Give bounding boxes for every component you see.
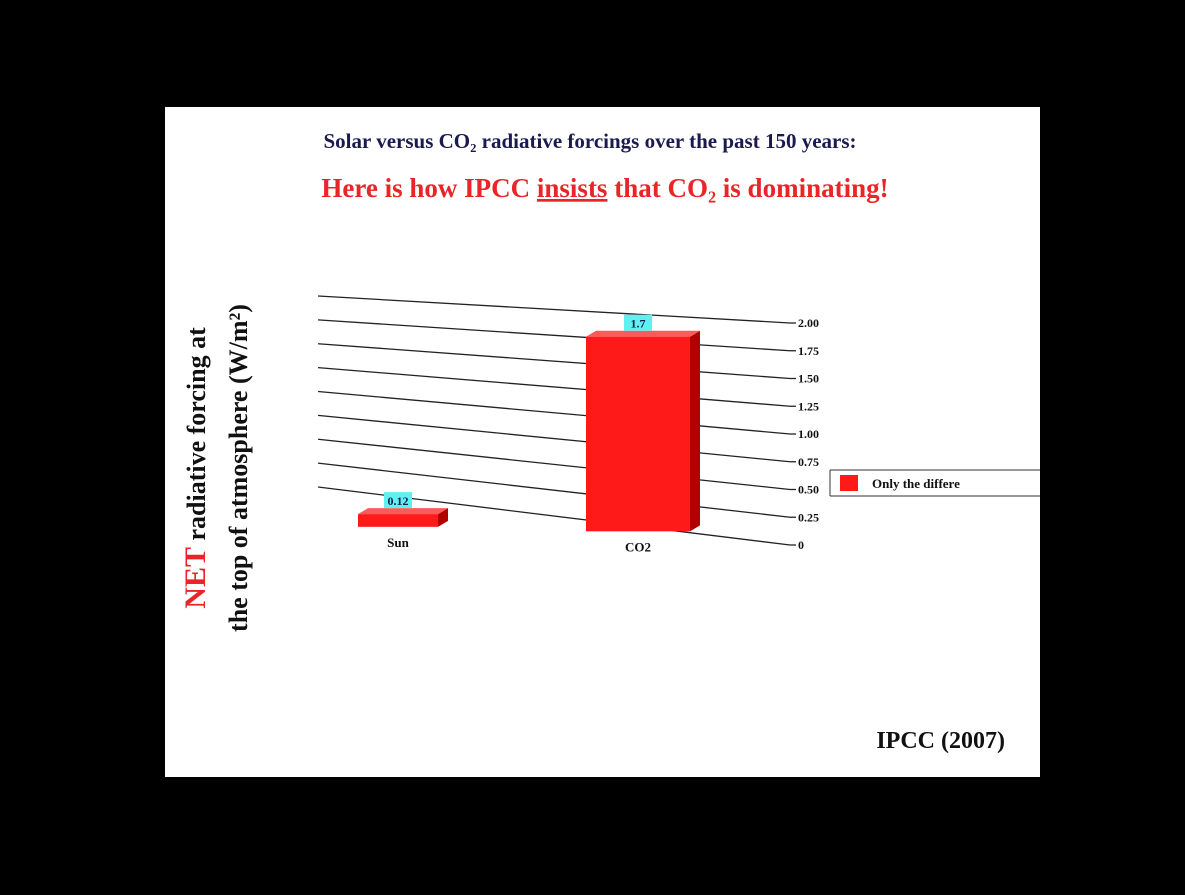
- value-label: 1.7: [631, 317, 646, 331]
- bar-side: [690, 330, 700, 532]
- grid-line: [317, 438, 791, 491]
- bar: [586, 330, 700, 532]
- source-note: IPCC (2007): [876, 728, 1005, 754]
- grid-line: [317, 366, 791, 407]
- y-tick-label: 1.50: [798, 372, 819, 386]
- grid-line: [317, 343, 791, 380]
- y-label-line: the top of atmosphere (W/m²): [224, 304, 253, 632]
- y-tick-label: 0.75: [798, 455, 819, 469]
- y-tick-label: 2.00: [798, 316, 819, 330]
- legend-label: Only the differe: [872, 476, 960, 491]
- chart-title: Solar versus CO₂ radiative forcings over…: [324, 129, 857, 153]
- value-label-box: [624, 314, 652, 331]
- value-label: 0.12: [388, 494, 409, 508]
- y-label-line: NET radiative forcing at: [179, 327, 212, 609]
- chart-subtitle: Here is how IPCC insists that CO₂ is dom…: [321, 173, 888, 203]
- x-tick-label: Sun: [387, 535, 409, 550]
- subtitle-emphasis: insists: [537, 173, 608, 203]
- legend-swatch: [840, 475, 858, 491]
- grid-line: [317, 295, 791, 324]
- y-axis-label: NET radiative forcing at the top of atmo…: [179, 304, 253, 632]
- y-tick-label: 1.00: [798, 427, 819, 441]
- x-tick-label: CO2: [625, 539, 651, 554]
- bar-top: [586, 330, 700, 337]
- subtitle-part: that CO₂ is dominating!: [607, 173, 888, 203]
- y-tick-label: 1.25: [798, 399, 819, 413]
- grid-line: [317, 319, 791, 352]
- grid-line: [317, 390, 791, 435]
- bar: [358, 508, 448, 527]
- bar-top: [358, 508, 448, 515]
- bar-front: [358, 514, 438, 527]
- y-tick-label: 0: [798, 538, 804, 552]
- bar-front: [586, 336, 690, 532]
- subtitle-part: Here is how IPCC: [321, 173, 537, 203]
- y-tick-label: 1.75: [798, 344, 819, 358]
- grid-line: [317, 414, 791, 463]
- grid-line: [317, 462, 791, 518]
- bar-side: [438, 508, 448, 527]
- value-label-box: [384, 492, 412, 509]
- legend: Only the differe: [829, 469, 1040, 497]
- y-label-emphasis: NET: [179, 547, 212, 609]
- y-tick-label: 0.50: [798, 483, 819, 497]
- y-tick-label: 0.25: [798, 510, 819, 524]
- y-label-part: radiative forcing at: [182, 327, 211, 547]
